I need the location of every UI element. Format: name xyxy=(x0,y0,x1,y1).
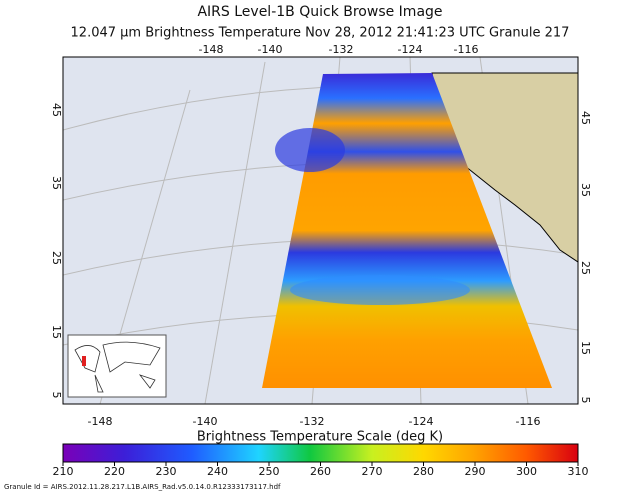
title: AIRS Level-1B Quick Browse Image xyxy=(197,4,442,20)
swath-locator xyxy=(82,356,86,366)
lat-label: 15 xyxy=(579,341,592,355)
colorbar xyxy=(62,443,579,463)
subtitle: 12.047 μm Brightness Temperature Nov 28,… xyxy=(71,26,570,41)
map xyxy=(63,57,578,404)
lat-label: 5 xyxy=(50,392,63,399)
cloud xyxy=(290,275,470,305)
lon-label: -124 xyxy=(409,415,434,428)
lat-label: 35 xyxy=(50,176,63,190)
lat-label: 25 xyxy=(579,261,592,275)
labels: -148 -140 -132 -124 -116 -148 -140 -132 -124 -116… xyxy=(50,43,592,478)
colorbar-tick-label: 230 xyxy=(156,465,177,478)
lon-label: -132 xyxy=(329,43,354,56)
colorbar-tick-label: 310 xyxy=(568,465,589,478)
lat-label: 15 xyxy=(50,325,63,339)
cloud xyxy=(275,128,345,172)
lat-label: 45 xyxy=(579,111,592,125)
lat-label: 25 xyxy=(50,251,63,265)
continents xyxy=(74,341,161,393)
lat-label: 45 xyxy=(50,103,63,117)
colorbar-tick-label: 220 xyxy=(104,465,125,478)
lon-label: -140 xyxy=(258,43,283,56)
map-frame xyxy=(62,56,579,405)
colorbar-tick-label: 210 xyxy=(53,465,74,478)
lon-label: -132 xyxy=(300,415,325,428)
colorbar-title: Brightness Temperature Scale (deg K) xyxy=(197,430,443,445)
lon-label: -116 xyxy=(454,43,479,56)
lon-label: -116 xyxy=(516,415,541,428)
lon-label: -148 xyxy=(88,415,113,428)
colorbar-tick-label: 290 xyxy=(465,465,486,478)
colorbar-tick-label: 300 xyxy=(516,465,537,478)
lat-label: 5 xyxy=(579,397,592,404)
colorbar-tick-label: 260 xyxy=(310,465,331,478)
lon-label: -148 xyxy=(199,43,224,56)
lon-label: -140 xyxy=(193,415,218,428)
colorbar-tick-label: 240 xyxy=(207,465,228,478)
lon-label: -124 xyxy=(398,43,423,56)
lat-label: 35 xyxy=(579,183,592,197)
colorbar-tick-label: 280 xyxy=(413,465,434,478)
colorbar-tick-label: 270 xyxy=(362,465,383,478)
footer: Granule Id = AIRS.2012.11.28.217.L1B.AIR… xyxy=(4,483,281,491)
colorbar-tick-label: 250 xyxy=(259,465,280,478)
